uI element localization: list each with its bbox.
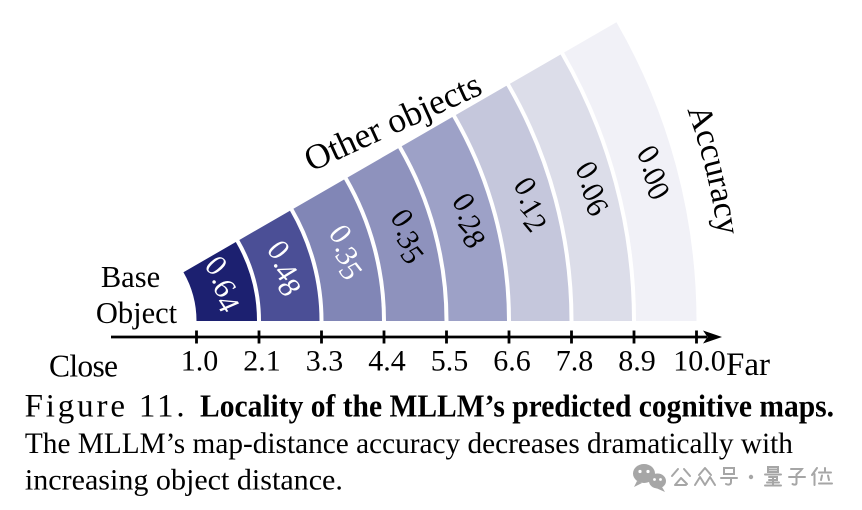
svg-text:1.0: 1.0 — [181, 345, 219, 378]
svg-text:Locality of the MLLM’s predict: Locality of the MLLM’s predicted cogniti… — [200, 388, 834, 424]
svg-text:Base: Base — [101, 260, 160, 294]
svg-text:3.3: 3.3 — [306, 345, 344, 378]
svg-text:10.0: 10.0 — [673, 345, 726, 378]
svg-text:6.6: 6.6 — [493, 345, 531, 378]
svg-text:increasing object distance.: increasing object distance. — [25, 463, 343, 496]
svg-text:Figure 11.: Figure 11. — [25, 389, 185, 425]
svg-text:Object: Object — [96, 296, 178, 330]
svg-text:Far: Far — [726, 347, 770, 383]
svg-text:The MLLM’s map-distance accura: The MLLM’s map-distance accuracy decreas… — [25, 427, 793, 460]
svg-text:7.8: 7.8 — [556, 345, 594, 378]
svg-text:8.9: 8.9 — [618, 345, 656, 378]
svg-text:4.4: 4.4 — [368, 345, 406, 378]
svg-text:5.5: 5.5 — [431, 345, 469, 378]
svg-text:2.1: 2.1 — [243, 345, 281, 378]
svg-text:Close: Close — [49, 349, 118, 384]
